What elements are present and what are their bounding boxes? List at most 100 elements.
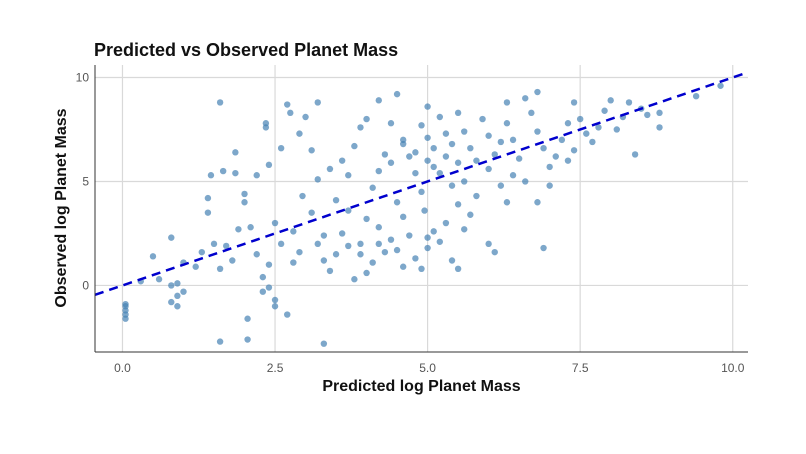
data-point bbox=[357, 124, 364, 131]
data-point bbox=[454, 159, 462, 166]
data-point bbox=[485, 240, 492, 248]
data-point bbox=[540, 244, 547, 252]
data-point bbox=[122, 315, 129, 322]
data-point bbox=[589, 138, 596, 146]
data-point bbox=[174, 292, 181, 300]
data-point bbox=[412, 255, 419, 262]
data-point bbox=[430, 144, 437, 152]
data-point bbox=[290, 228, 297, 235]
chart-title: Predicted vs Observed Planet Mass bbox=[94, 40, 399, 60]
data-point bbox=[540, 144, 547, 152]
data-point bbox=[241, 190, 248, 198]
data-point bbox=[467, 144, 474, 152]
data-point bbox=[351, 276, 358, 283]
data-point bbox=[345, 207, 352, 214]
data-point bbox=[448, 257, 456, 264]
data-point bbox=[564, 157, 572, 164]
data-point bbox=[503, 120, 511, 127]
data-point bbox=[399, 213, 407, 221]
data-point bbox=[399, 140, 407, 148]
data-point bbox=[644, 111, 651, 119]
data-point bbox=[436, 169, 444, 177]
data-point bbox=[522, 178, 529, 185]
data-point bbox=[418, 122, 425, 129]
data-point bbox=[287, 109, 294, 117]
data-point bbox=[155, 276, 163, 283]
data-point bbox=[351, 142, 358, 150]
x-tick-label: 10.0 bbox=[721, 361, 745, 375]
x-axis-label: Predicted log Planet Mass bbox=[322, 378, 521, 395]
data-point bbox=[232, 149, 239, 156]
data-point bbox=[424, 244, 431, 252]
data-point bbox=[461, 128, 468, 135]
data-point bbox=[692, 92, 700, 100]
data-point bbox=[320, 257, 328, 264]
data-point bbox=[387, 159, 395, 166]
data-point bbox=[485, 132, 492, 139]
data-point bbox=[418, 188, 425, 196]
data-point bbox=[168, 234, 175, 241]
data-point bbox=[509, 136, 517, 144]
data-point bbox=[583, 130, 590, 137]
gridlines bbox=[95, 65, 748, 352]
data-point bbox=[424, 234, 431, 241]
data-point bbox=[363, 115, 370, 123]
data-point bbox=[180, 288, 187, 295]
data-point bbox=[509, 172, 517, 179]
data-point bbox=[454, 201, 462, 208]
data-point bbox=[558, 136, 566, 144]
data-point bbox=[485, 165, 492, 173]
data-point bbox=[174, 303, 181, 310]
data-point bbox=[235, 226, 242, 233]
data-point bbox=[314, 176, 321, 183]
data-point bbox=[168, 298, 175, 306]
data-point bbox=[265, 284, 273, 291]
data-point bbox=[576, 115, 584, 123]
data-point bbox=[210, 240, 218, 248]
data-point bbox=[656, 124, 663, 131]
data-point bbox=[247, 224, 254, 231]
data-point bbox=[223, 242, 230, 250]
data-point bbox=[522, 95, 529, 102]
data-point bbox=[381, 248, 389, 256]
x-tick-label: 2.5 bbox=[267, 361, 284, 375]
data-points bbox=[122, 82, 724, 347]
data-point bbox=[369, 259, 376, 266]
data-point bbox=[149, 253, 157, 260]
data-point bbox=[284, 311, 291, 318]
data-point bbox=[320, 232, 328, 239]
x-tick-label: 7.5 bbox=[572, 361, 589, 375]
x-tick-label: 0.0 bbox=[114, 361, 131, 375]
data-point bbox=[338, 157, 346, 164]
data-point bbox=[436, 238, 444, 245]
data-point bbox=[442, 130, 450, 137]
data-point bbox=[448, 182, 456, 189]
data-point bbox=[430, 163, 437, 171]
data-point bbox=[229, 257, 236, 264]
data-point bbox=[277, 144, 285, 152]
data-point bbox=[207, 172, 215, 179]
data-point bbox=[259, 273, 267, 281]
data-point bbox=[345, 172, 352, 179]
data-point bbox=[448, 140, 456, 148]
data-point bbox=[473, 157, 480, 164]
data-point bbox=[265, 261, 273, 268]
data-point bbox=[454, 109, 462, 117]
data-point bbox=[503, 99, 511, 106]
data-point bbox=[216, 99, 224, 106]
data-point bbox=[314, 240, 321, 248]
data-point bbox=[338, 230, 346, 237]
data-point bbox=[479, 115, 486, 123]
data-point bbox=[375, 167, 382, 175]
data-point bbox=[241, 199, 248, 206]
data-point bbox=[216, 338, 224, 345]
data-point bbox=[326, 165, 334, 173]
axes bbox=[94, 65, 748, 353]
data-point bbox=[204, 209, 212, 216]
data-point bbox=[299, 192, 306, 200]
data-point bbox=[461, 226, 468, 233]
data-point bbox=[564, 120, 572, 127]
data-point bbox=[204, 194, 212, 202]
data-point bbox=[412, 169, 419, 177]
data-point bbox=[271, 303, 279, 310]
